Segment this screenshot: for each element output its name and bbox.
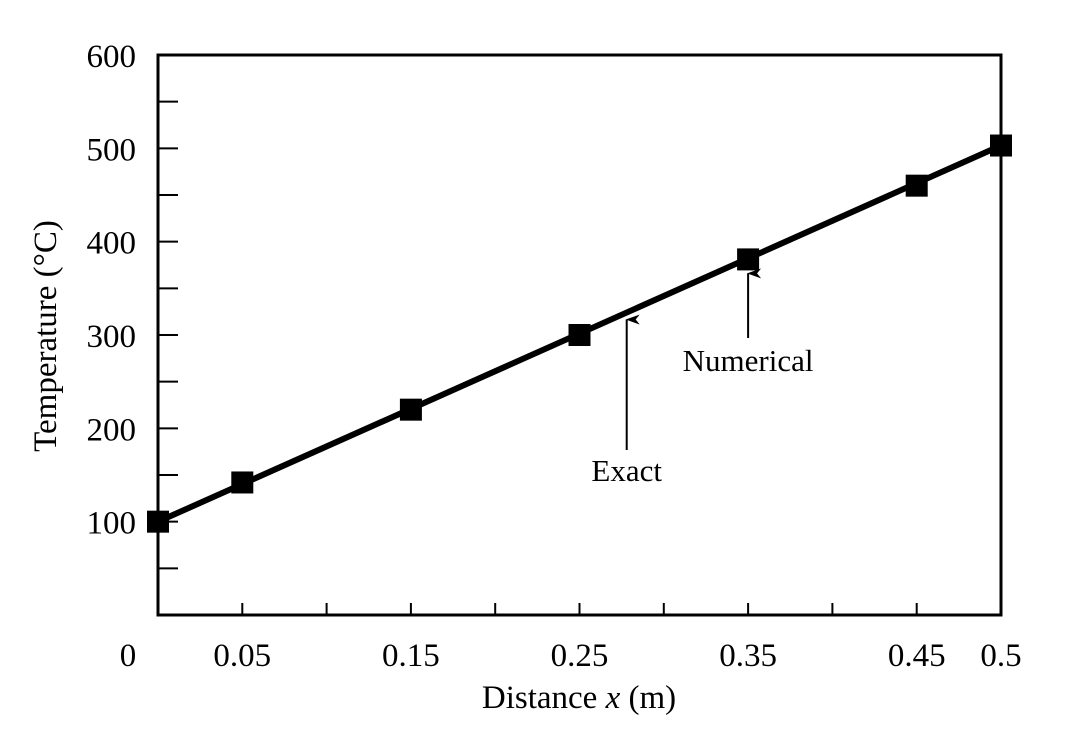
y-tick-label: 200: [87, 412, 137, 448]
y-axis-title: Temperature (°C): [28, 220, 64, 452]
x-tick-label: 0.5: [980, 638, 1021, 674]
numerical-marker: [147, 510, 169, 533]
numerical-marker: [990, 134, 1012, 157]
x-minor-ticks: [241, 603, 918, 615]
y-tick-label: 500: [87, 132, 137, 168]
y-tick-label: 300: [87, 319, 137, 355]
numerical-marker: [231, 471, 254, 494]
x-tick-label: 0.45: [888, 638, 946, 674]
y-tick-labels: 100 200 300 400 500 600: [87, 39, 137, 542]
x-tick-label: 0.05: [213, 638, 271, 674]
numerical-marker: [399, 398, 422, 421]
x-axis-title: Distance x (m): [482, 680, 676, 716]
x-tick-label: 0.35: [719, 638, 777, 674]
x-tick-label: 0.25: [551, 638, 609, 674]
numerical-marker: [905, 174, 928, 197]
y-tick-label: 600: [87, 39, 137, 75]
numerical-marker: [737, 248, 760, 271]
y-tick-label: 100: [87, 506, 137, 542]
x-tick-labels: 0 0.05 0.15 0.25 0.35 0.45 0.5: [120, 638, 1022, 674]
x-tick-label: 0.15: [382, 638, 440, 674]
exact-annotation-label: Exact: [591, 453, 662, 488]
numerical-annotation-label: Numerical: [683, 343, 814, 378]
y-minor-ticks: [158, 100, 178, 570]
x-tick-label: 0: [120, 638, 137, 674]
y-tick-label: 400: [87, 226, 137, 262]
numerical-series-markers: [147, 134, 1012, 533]
numerical-marker: [568, 324, 591, 346]
